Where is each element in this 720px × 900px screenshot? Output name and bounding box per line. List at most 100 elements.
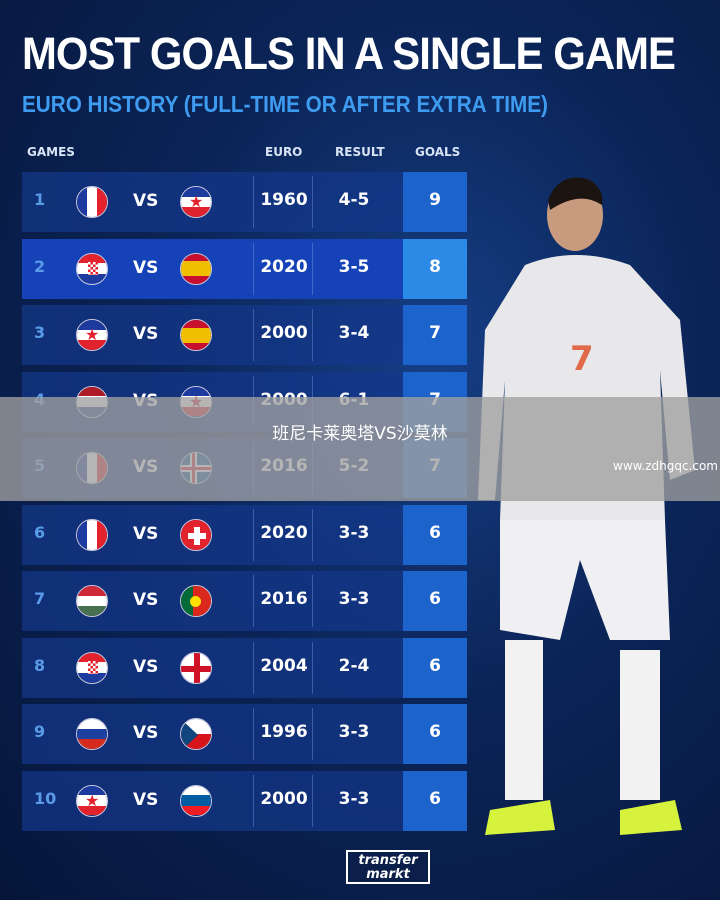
divider (253, 641, 254, 694)
flag-portugal-icon (180, 585, 212, 617)
goals: 6 (429, 589, 441, 609)
goals-cell (403, 637, 467, 698)
rank: 7 (34, 589, 46, 608)
goals-cell (403, 172, 467, 232)
logo-line2: markt (366, 867, 410, 882)
divider (312, 508, 313, 561)
rank: 2 (34, 256, 46, 276)
goals-cell (403, 704, 467, 764)
goals: 7 (429, 323, 441, 343)
goals: 9 (429, 190, 441, 210)
result: 4-5 (338, 190, 370, 210)
overlay-text: 班尼卡莱奥塔VS沙莫林 (272, 424, 448, 444)
vs-label: VS (133, 523, 159, 544)
flag-france-icon (76, 186, 108, 218)
divider (253, 774, 254, 827)
divider (312, 708, 313, 760)
header-games: GAMES (27, 145, 75, 159)
divider (253, 508, 254, 561)
vs-label: VS (133, 324, 159, 344)
table-row: 9 VS 1996 3-3 6 (22, 704, 467, 764)
result: 2-4 (338, 655, 370, 676)
result: 3-3 (338, 589, 370, 609)
logo-line1: transfer (358, 853, 418, 868)
euro-year: 2020 (260, 522, 308, 543)
divider (253, 575, 254, 627)
caption-overlay: 班尼卡莱奥塔VS沙莫林 www.zdhgqc.com (0, 397, 720, 501)
flag-yugoslavia-icon: ★ (76, 784, 108, 817)
divider (253, 242, 254, 295)
divider (312, 176, 313, 228)
rank: 3 (34, 323, 46, 342)
transfermarkt-logo: transfer markt (346, 850, 430, 884)
divider (312, 641, 313, 694)
divider (253, 708, 254, 760)
flag-yugoslavia-icon: ★ (180, 186, 212, 218)
rank: 1 (34, 190, 46, 209)
flag-spain-icon (180, 252, 212, 285)
divider (312, 774, 313, 827)
table-row: 3 ★ VS 2000 3-4 7 (22, 305, 467, 365)
euro-year: 2004 (260, 655, 308, 676)
euro-year: 1996 (260, 722, 308, 742)
result: 3-4 (338, 323, 370, 343)
flag-spain-icon (180, 319, 212, 351)
goals: 6 (429, 722, 441, 742)
shirt-number: 7 (570, 339, 594, 379)
goals: 6 (429, 788, 441, 809)
result: 3-5 (338, 256, 370, 277)
divider (312, 309, 313, 361)
goals: 6 (429, 655, 441, 676)
flag-hungary-icon (76, 585, 108, 617)
rank: 9 (34, 722, 46, 741)
vs-label: VS (133, 191, 159, 211)
rank: 8 (34, 655, 46, 675)
vs-label: VS (133, 257, 159, 278)
divider (312, 575, 313, 627)
goals-cell (403, 504, 467, 565)
header-euro: EURO (265, 145, 303, 159)
result: 3-3 (338, 788, 370, 809)
vs-label: VS (133, 789, 159, 810)
table-row: 10 ★ VS 2000 3-3 6 (22, 770, 467, 831)
flag-czech-republic-icon (180, 718, 212, 750)
table-row: 1 VS ★ 1960 4-5 9 (22, 172, 467, 232)
header-result: RESULT (335, 145, 385, 159)
goals: 8 (429, 256, 441, 277)
result: 3-3 (338, 522, 370, 543)
result: 3-3 (338, 722, 370, 742)
goals: 6 (429, 522, 441, 543)
overlay-url[interactable]: www.zdhgqc.com (613, 459, 718, 473)
goals-cell (403, 305, 467, 365)
flag-russia-icon (76, 718, 108, 750)
vs-label: VS (133, 590, 159, 610)
goals-cell (403, 770, 467, 831)
euro-year: 2016 (260, 589, 308, 609)
euro-year: 2000 (260, 788, 308, 809)
table-row: 8 VS 2004 2-4 6 (22, 637, 467, 698)
euro-year: 1960 (260, 190, 308, 210)
flag-switzerland-icon (180, 518, 212, 551)
flag-croatia-icon (76, 252, 108, 285)
euro-year: 2000 (260, 323, 308, 343)
table-row: 6 VS 2020 3-3 6 (22, 504, 467, 565)
rank: 6 (34, 522, 46, 542)
table-row: 2 VS 2020 3-5 8 (22, 238, 467, 299)
goals-cell (403, 571, 467, 631)
table-row: 7 VS 2016 3-3 6 (22, 571, 467, 631)
euro-year: 2020 (260, 256, 308, 277)
vs-label: VS (133, 656, 159, 677)
divider (253, 176, 254, 228)
flag-yugoslavia-icon: ★ (76, 319, 108, 351)
flag-croatia-icon (76, 651, 108, 684)
rank: 10 (34, 788, 57, 808)
header-goals: GOALS (415, 145, 461, 159)
divider (312, 242, 313, 295)
page-subtitle: EURO HISTORY (FULL-TIME OR AFTER EXTRA T… (22, 91, 548, 117)
player-image: 7 (478, 177, 695, 835)
goals-cell (403, 238, 467, 299)
flag-england-icon (180, 651, 212, 684)
flag-slovenia-icon (180, 784, 212, 817)
flag-france-icon (76, 518, 108, 551)
page-title: MOST GOALS IN A SINGLE GAME (22, 28, 676, 79)
